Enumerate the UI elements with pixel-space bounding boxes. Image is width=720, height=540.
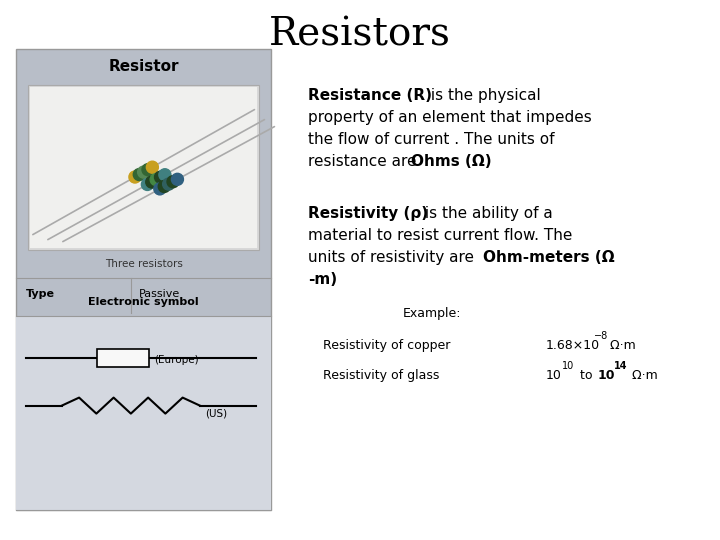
Text: Ohms (Ω): Ohms (Ω) <box>411 154 492 169</box>
Text: Ω·m: Ω·m <box>606 339 636 352</box>
Text: Resistors: Resistors <box>269 17 451 53</box>
Text: Resistivity of glass: Resistivity of glass <box>323 369 439 382</box>
Bar <box>16 315 271 510</box>
Text: Resistor: Resistor <box>109 59 179 74</box>
Text: 10: 10 <box>562 361 575 371</box>
Circle shape <box>150 173 162 186</box>
Circle shape <box>129 171 141 183</box>
Text: Three resistors: Three resistors <box>104 259 183 268</box>
Text: -m): -m) <box>308 272 337 287</box>
Text: units of resistivity are: units of resistivity are <box>308 250 479 265</box>
Circle shape <box>163 178 175 190</box>
Bar <box>16 49 271 510</box>
Text: (Europe): (Europe) <box>154 355 199 365</box>
Text: is the ability of a: is the ability of a <box>420 206 553 221</box>
Text: Ω·m: Ω·m <box>628 369 658 382</box>
Text: the flow of current . The units of: the flow of current . The units of <box>308 132 554 147</box>
Text: 10: 10 <box>598 369 616 382</box>
Bar <box>30 86 258 248</box>
Text: Electronic symbol: Electronic symbol <box>89 296 199 307</box>
Circle shape <box>138 166 150 178</box>
Bar <box>97 349 149 367</box>
Text: Passive: Passive <box>139 288 180 299</box>
Text: resistance are: resistance are <box>308 154 421 169</box>
Circle shape <box>167 176 179 188</box>
Circle shape <box>155 171 166 183</box>
Circle shape <box>145 176 158 188</box>
Text: is the physical: is the physical <box>426 88 541 103</box>
Circle shape <box>146 161 158 173</box>
Circle shape <box>154 183 166 195</box>
Circle shape <box>133 168 145 180</box>
Text: to: to <box>576 369 596 382</box>
Circle shape <box>158 180 170 192</box>
Text: Type: Type <box>26 288 55 299</box>
Circle shape <box>159 169 171 181</box>
Text: 14: 14 <box>614 361 628 371</box>
Circle shape <box>171 173 184 185</box>
Text: property of an element that impedes: property of an element that impedes <box>308 110 592 125</box>
Text: Resistivity of copper: Resistivity of copper <box>323 339 451 352</box>
Bar <box>28 85 259 249</box>
Text: Resistivity (ρ): Resistivity (ρ) <box>308 206 428 221</box>
Text: Example:: Example: <box>403 307 462 320</box>
Text: 1.68×10: 1.68×10 <box>546 339 600 352</box>
Text: Ohm-meters (Ω: Ohm-meters (Ω <box>483 250 615 265</box>
Text: material to resist current flow. The: material to resist current flow. The <box>308 228 572 243</box>
Circle shape <box>142 164 154 176</box>
Text: Resistance (R): Resistance (R) <box>308 88 432 103</box>
Circle shape <box>141 178 153 191</box>
Text: 10: 10 <box>546 369 562 382</box>
Text: (US): (US) <box>205 409 227 419</box>
Text: −8: −8 <box>594 331 608 341</box>
